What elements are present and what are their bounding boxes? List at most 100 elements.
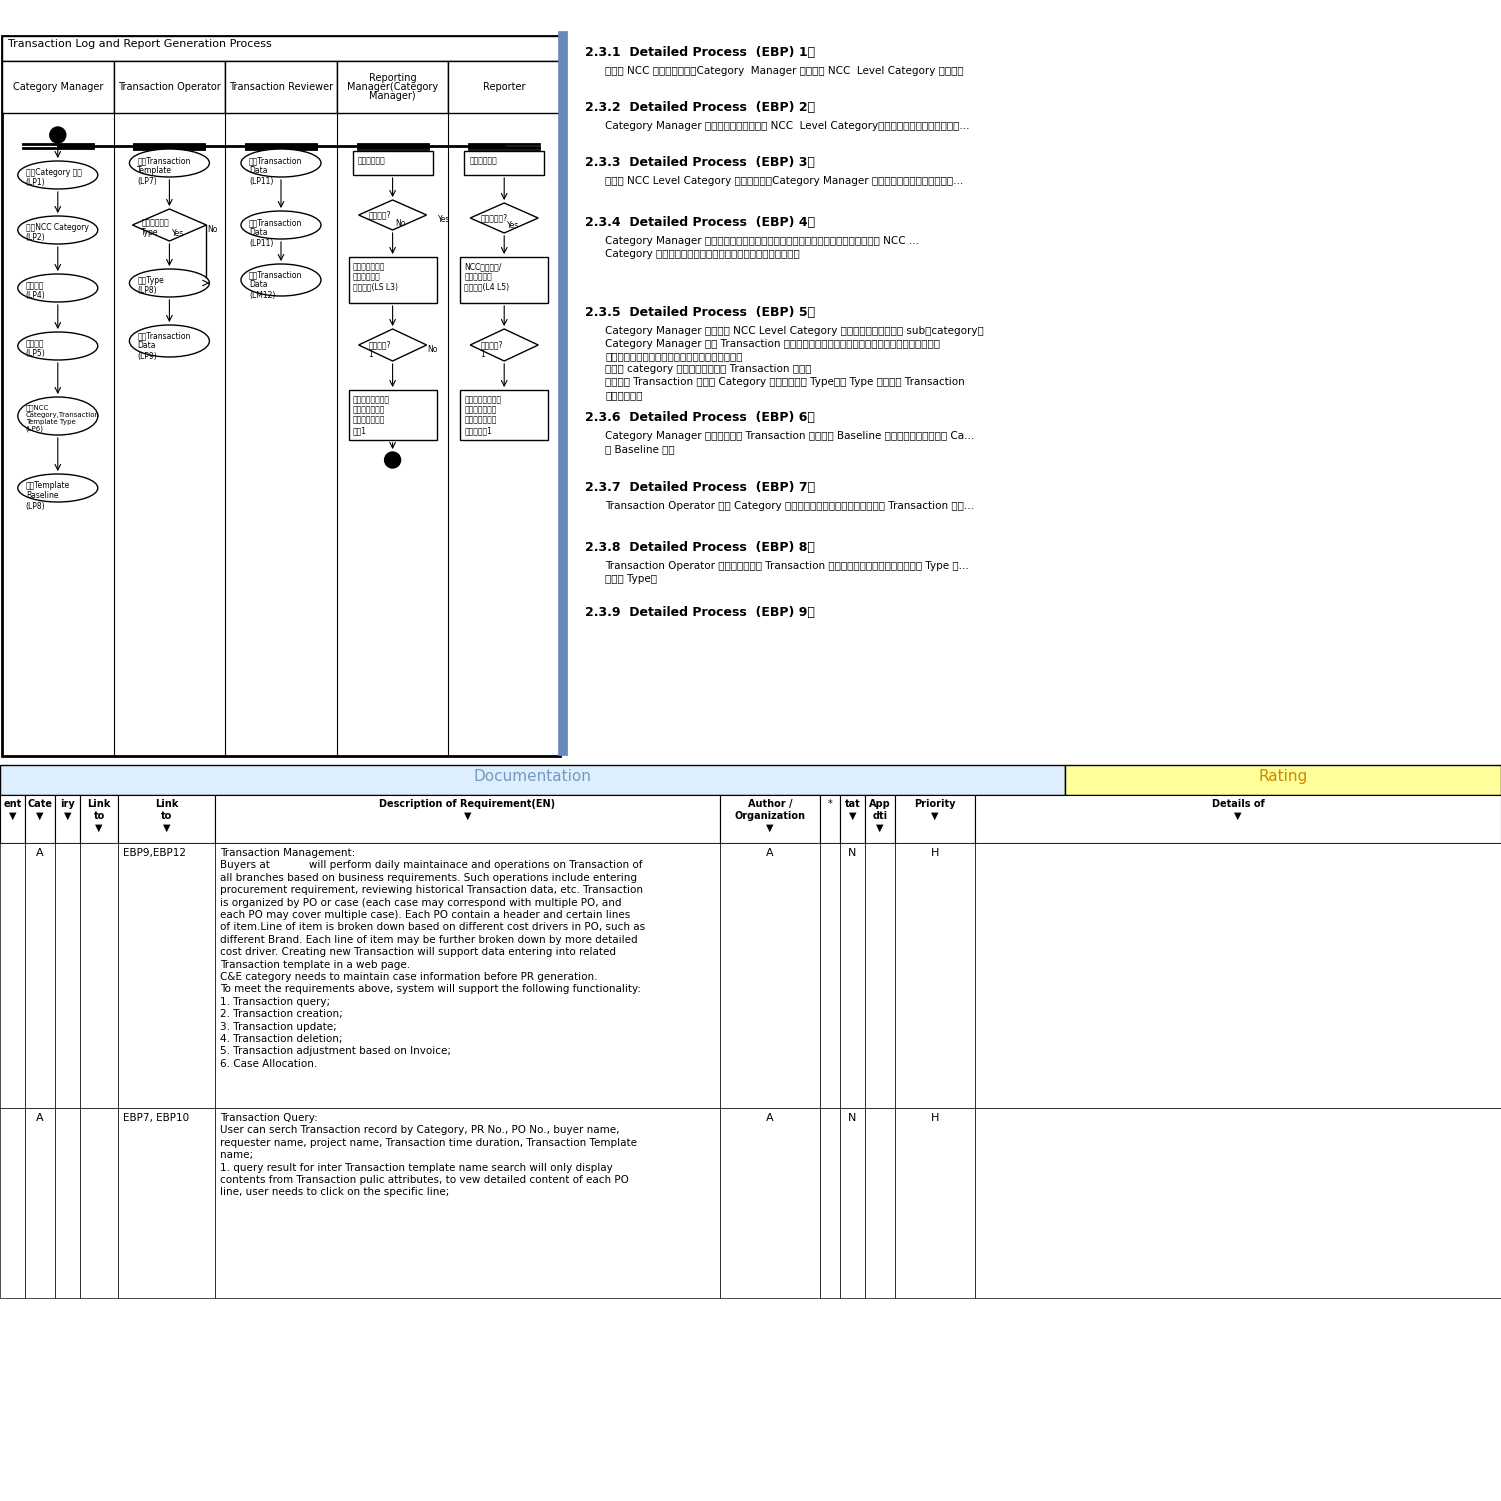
Text: 外部客户?: 外部客户? [369,210,392,219]
Bar [841,1108,865,1298]
Bar [461,390,548,440]
Text: 创建Type
(LP8): 创建Type (LP8) [138,276,164,296]
Text: Reporter: Reporter [483,83,525,92]
Bar [895,1108,976,1298]
Text: No: No [396,219,405,228]
Text: Category Manager: Category Manager [12,83,104,92]
Ellipse shape [242,264,321,296]
Ellipse shape [18,161,98,189]
Text: Author /: Author / [747,799,793,809]
Text: Documentation: Documentation [473,769,591,784]
Text: H: H [931,848,940,859]
Bar [895,796,976,844]
Bar [26,1108,56,1298]
Bar [215,1108,720,1298]
Text: Category Manager 将发布后的新模本复份，则此模本成为系统中仅有一个处使用的 NCC ...
Category 的模本，原公模本仍保留在系统中，供: Category Manager 将发布后的新模本复份，则此模本成为系统中仅有一… [605,236,919,258]
Text: 创建NCC
Category,Transaction
Template Type
(LP6): 创建NCC Category,Transaction Template Type… [26,404,99,432]
Ellipse shape [18,332,98,360]
Text: A: A [36,848,44,859]
Bar [464,152,545,176]
Text: ▼: ▼ [766,823,773,833]
Text: Priority: Priority [914,799,956,809]
Text: 2.3.8  Detailed Process  (EBP) 8。: 2.3.8 Detailed Process (EBP) 8。 [585,540,815,554]
Bar [119,796,215,844]
Ellipse shape [384,452,401,468]
Text: Transaction Operator 通过 Category 网地及模板后称关录求查找日创建的 Transaction 模板...: Transaction Operator 通过 Category 网地及模板后称… [605,501,974,510]
Ellipse shape [18,474,98,501]
Bar [348,257,437,303]
Bar [2,36,560,757]
Polygon shape [470,203,539,233]
Bar [348,390,437,440]
Text: Transaction Operator 通过在日创建的 Transaction 模板上录入数据时，若所需录入的 Type 则...
则成为 Type。: Transaction Operator 通过在日创建的 Transaction… [605,561,968,584]
Bar [841,796,865,844]
Text: Link: Link [87,799,111,809]
Bar [336,62,449,113]
Bar [215,796,720,844]
Polygon shape [359,329,426,362]
Text: tat: tat [845,799,860,809]
Text: 2.3.7  Detailed Process  (EBP) 7。: 2.3.7 Detailed Process (EBP) 7。 [585,480,815,494]
Bar [1066,766,1501,796]
Bar [0,1108,26,1298]
Polygon shape [359,200,426,230]
Bar [80,844,119,1108]
Text: Category Manager 对日创建的各 Transaction 设置成置 Baseline 计算方式，成果置原后 Ca...
的 Baseline 值。: Category Manager 对日创建的各 Transaction 设置成置… [605,431,974,453]
Text: 2.3.6  Detailed Process  (EBP) 6。: 2.3.6 Detailed Process (EBP) 6。 [585,411,815,423]
Text: Transaction Reviewer: Transaction Reviewer [230,83,333,92]
Text: N: N [848,848,856,859]
Ellipse shape [242,149,321,177]
Text: Manager(Category: Manager(Category [347,83,438,92]
Text: 确定报告类型: 确定报告类型 [470,156,497,165]
Text: Link: Link [155,799,179,809]
Text: 审核Transaction
Data
(LP11): 审核Transaction Data (LP11) [249,218,302,248]
Text: dti: dti [872,811,887,821]
Text: 创建Category 获得
(LP1): 创建Category 获得 (LP1) [26,168,81,188]
Bar [119,1108,215,1298]
Ellipse shape [242,212,321,239]
Text: 预览已生成?: 预览已生成? [480,213,507,222]
Bar [720,796,820,844]
Text: 2.3.4  Detailed Process  (EBP) 4。: 2.3.4 Detailed Process (EBP) 4。 [585,216,815,230]
Bar [56,844,80,1108]
Text: Category Manager 基于新发布的模本创建 NCC  Level Category，可选择从老模本复制，成果...: Category Manager 基于新发布的模本创建 NCC Level Ca… [605,122,970,131]
Text: ▼: ▼ [95,823,102,833]
Text: to: to [93,811,105,821]
Text: ▼: ▼ [36,811,44,821]
Text: ▼: ▼ [848,811,856,821]
Text: *: * [827,799,833,809]
Text: 2.3.1  Detailed Process  (EBP) 1。: 2.3.1 Detailed Process (EBP) 1。 [585,47,815,59]
Bar [215,844,720,1108]
Text: 创建NCC Category
(LP2): 创建NCC Category (LP2) [26,224,89,242]
Text: 2.3.3  Detailed Process  (EBP) 3。: 2.3.3 Detailed Process (EBP) 3。 [585,156,815,170]
Text: iry: iry [60,799,75,809]
Ellipse shape [129,149,210,177]
Text: 录入Transaction
Data
(LP9): 录入Transaction Data (LP9) [138,332,191,360]
Bar [353,152,432,176]
Text: A: A [766,848,775,859]
Text: ▼: ▼ [9,811,17,821]
Bar [114,62,225,113]
Text: ent: ent [3,799,21,809]
Bar [119,844,215,1108]
Text: Manager): Manager) [369,92,416,101]
Text: to: to [161,811,173,821]
Text: Yes: Yes [507,222,519,231]
Text: Transaction Management:
Buyers at            will perform daily maintainace and : Transaction Management: Buyers at will p… [221,848,645,1069]
Bar [449,62,560,113]
Text: 新模本 NCC Level Category 创建完毕后，Category Manager 将该此模本，停业对此模本的...: 新模本 NCC Level Category 创建完毕后，Category Ma… [605,176,964,186]
Text: 当公司 NCC 发布新模本时，Category  Manager 创建新的 NCC  Level Category 模本与。: 当公司 NCC 发布新模本时，Category Manager 创建新的 NCC… [605,66,964,77]
Ellipse shape [50,128,66,143]
Bar [820,796,841,844]
Text: Transaction Query:
User can serch Transaction record by Category, PR No., PO No.: Transaction Query: User can serch Transa… [221,1114,636,1198]
Bar [0,796,26,844]
Bar [2,62,114,113]
Text: ▼: ▼ [877,823,884,833]
Ellipse shape [18,396,98,435]
Text: 选择输出格式及
选择所选报告
进行报告(LS L3): 选择输出格式及 选择所选报告 进行报告(LS L3) [353,263,398,291]
Text: 2.3.9  Detailed Process  (EBP) 9。: 2.3.9 Detailed Process (EBP) 9。 [585,606,815,618]
Ellipse shape [18,216,98,245]
Text: 2.3.5  Detailed Process  (EBP) 5。: 2.3.5 Detailed Process (EBP) 5。 [585,306,815,320]
Text: Rating: Rating [1258,769,1307,784]
Bar [820,1108,841,1298]
